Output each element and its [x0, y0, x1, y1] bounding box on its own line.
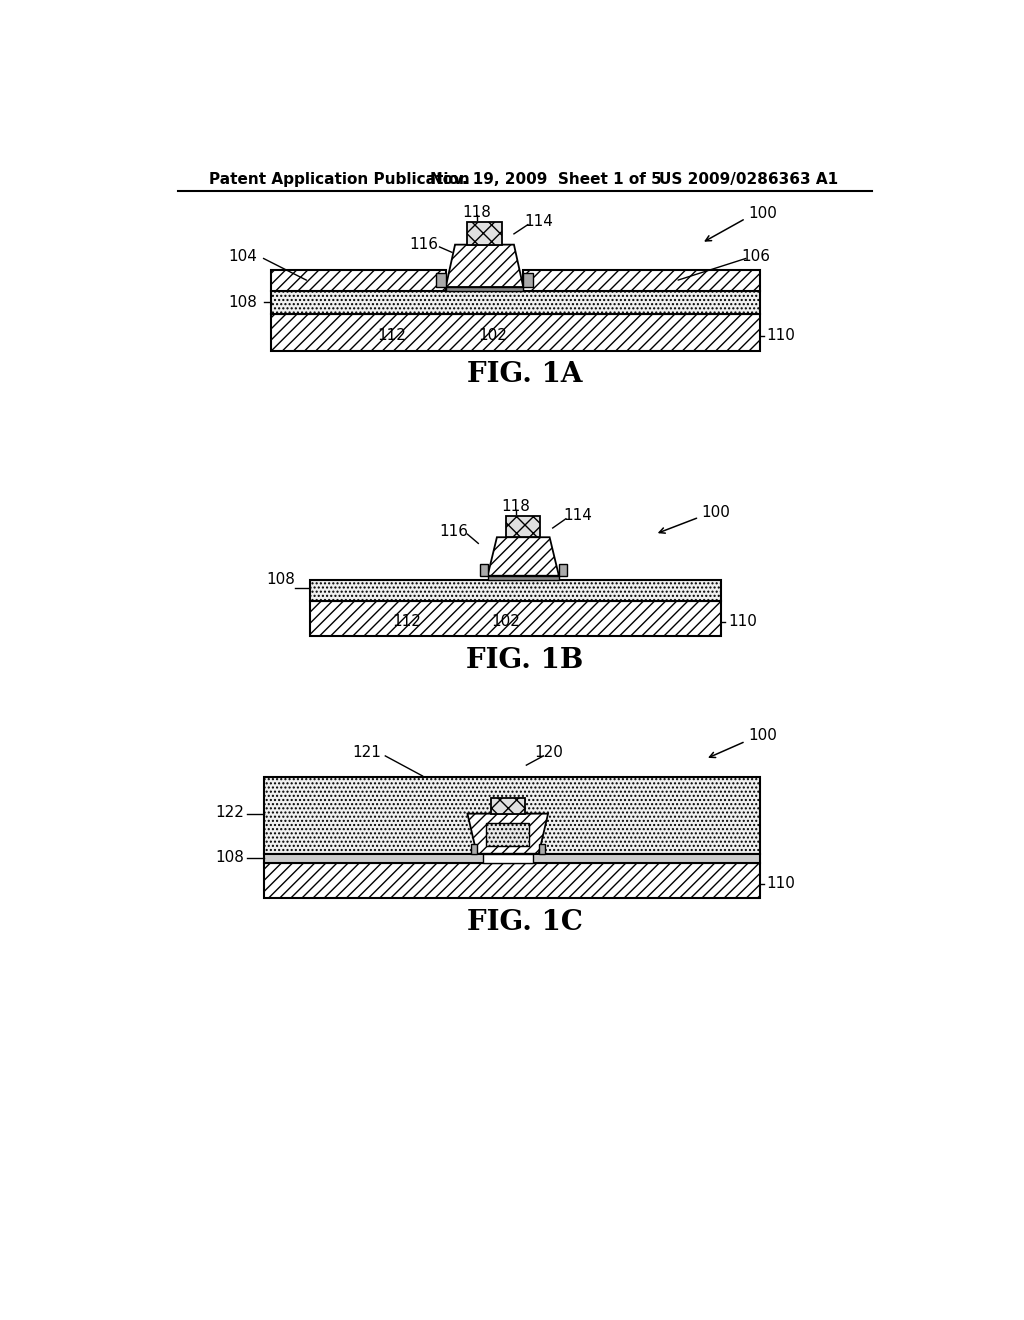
Text: 102: 102 [478, 327, 507, 343]
Text: Patent Application Publication: Patent Application Publication [209, 172, 470, 186]
Text: 108: 108 [266, 572, 295, 587]
Bar [263, 854, 760, 863]
Text: 110: 110 [766, 327, 795, 343]
Polygon shape [487, 537, 559, 576]
Text: US 2009/0286363 A1: US 2009/0286363 A1 [658, 172, 838, 186]
Bar [486, 822, 529, 846]
Text: 114: 114 [563, 508, 592, 523]
Text: 108: 108 [215, 850, 245, 865]
Polygon shape [480, 564, 487, 576]
Text: 100: 100 [701, 506, 730, 520]
Bar [310, 601, 721, 636]
Bar [263, 863, 760, 898]
Bar [271, 314, 760, 351]
Text: 116: 116 [439, 524, 468, 540]
Bar [467, 222, 503, 244]
Bar [487, 576, 559, 579]
Bar [271, 271, 445, 290]
Text: FIG. 1C: FIG. 1C [467, 908, 583, 936]
Text: 100: 100 [748, 206, 777, 222]
Polygon shape [436, 273, 445, 286]
Text: 102: 102 [492, 614, 520, 630]
Text: 110: 110 [728, 614, 757, 630]
Text: 108: 108 [228, 294, 257, 310]
Text: 118: 118 [462, 205, 492, 220]
Text: 110: 110 [766, 876, 795, 891]
Text: FIG. 1B: FIG. 1B [466, 647, 584, 675]
Text: 112: 112 [377, 327, 406, 343]
Bar [445, 286, 523, 290]
Text: 112: 112 [392, 614, 422, 630]
Polygon shape [539, 845, 545, 854]
Text: 104: 104 [228, 248, 257, 264]
Text: 121: 121 [352, 746, 381, 760]
Bar [263, 776, 760, 854]
Text: Nov. 19, 2009  Sheet 1 of 5: Nov. 19, 2009 Sheet 1 of 5 [430, 172, 662, 186]
Text: 100: 100 [748, 729, 777, 743]
Polygon shape [523, 273, 532, 286]
Bar [483, 854, 532, 863]
Polygon shape [559, 564, 566, 576]
Text: FIG. 1A: FIG. 1A [467, 360, 583, 388]
Bar [523, 271, 760, 290]
Polygon shape [445, 244, 523, 286]
Text: 120: 120 [535, 746, 563, 760]
Text: 114: 114 [524, 214, 553, 230]
Polygon shape [467, 813, 548, 854]
Bar [310, 579, 721, 601]
Text: 116: 116 [410, 238, 438, 252]
Text: 122: 122 [215, 805, 245, 821]
Bar [271, 290, 760, 314]
Text: 106: 106 [741, 248, 770, 264]
Bar [506, 516, 541, 537]
Text: 118: 118 [501, 499, 530, 513]
Bar [490, 799, 524, 813]
Polygon shape [471, 845, 477, 854]
